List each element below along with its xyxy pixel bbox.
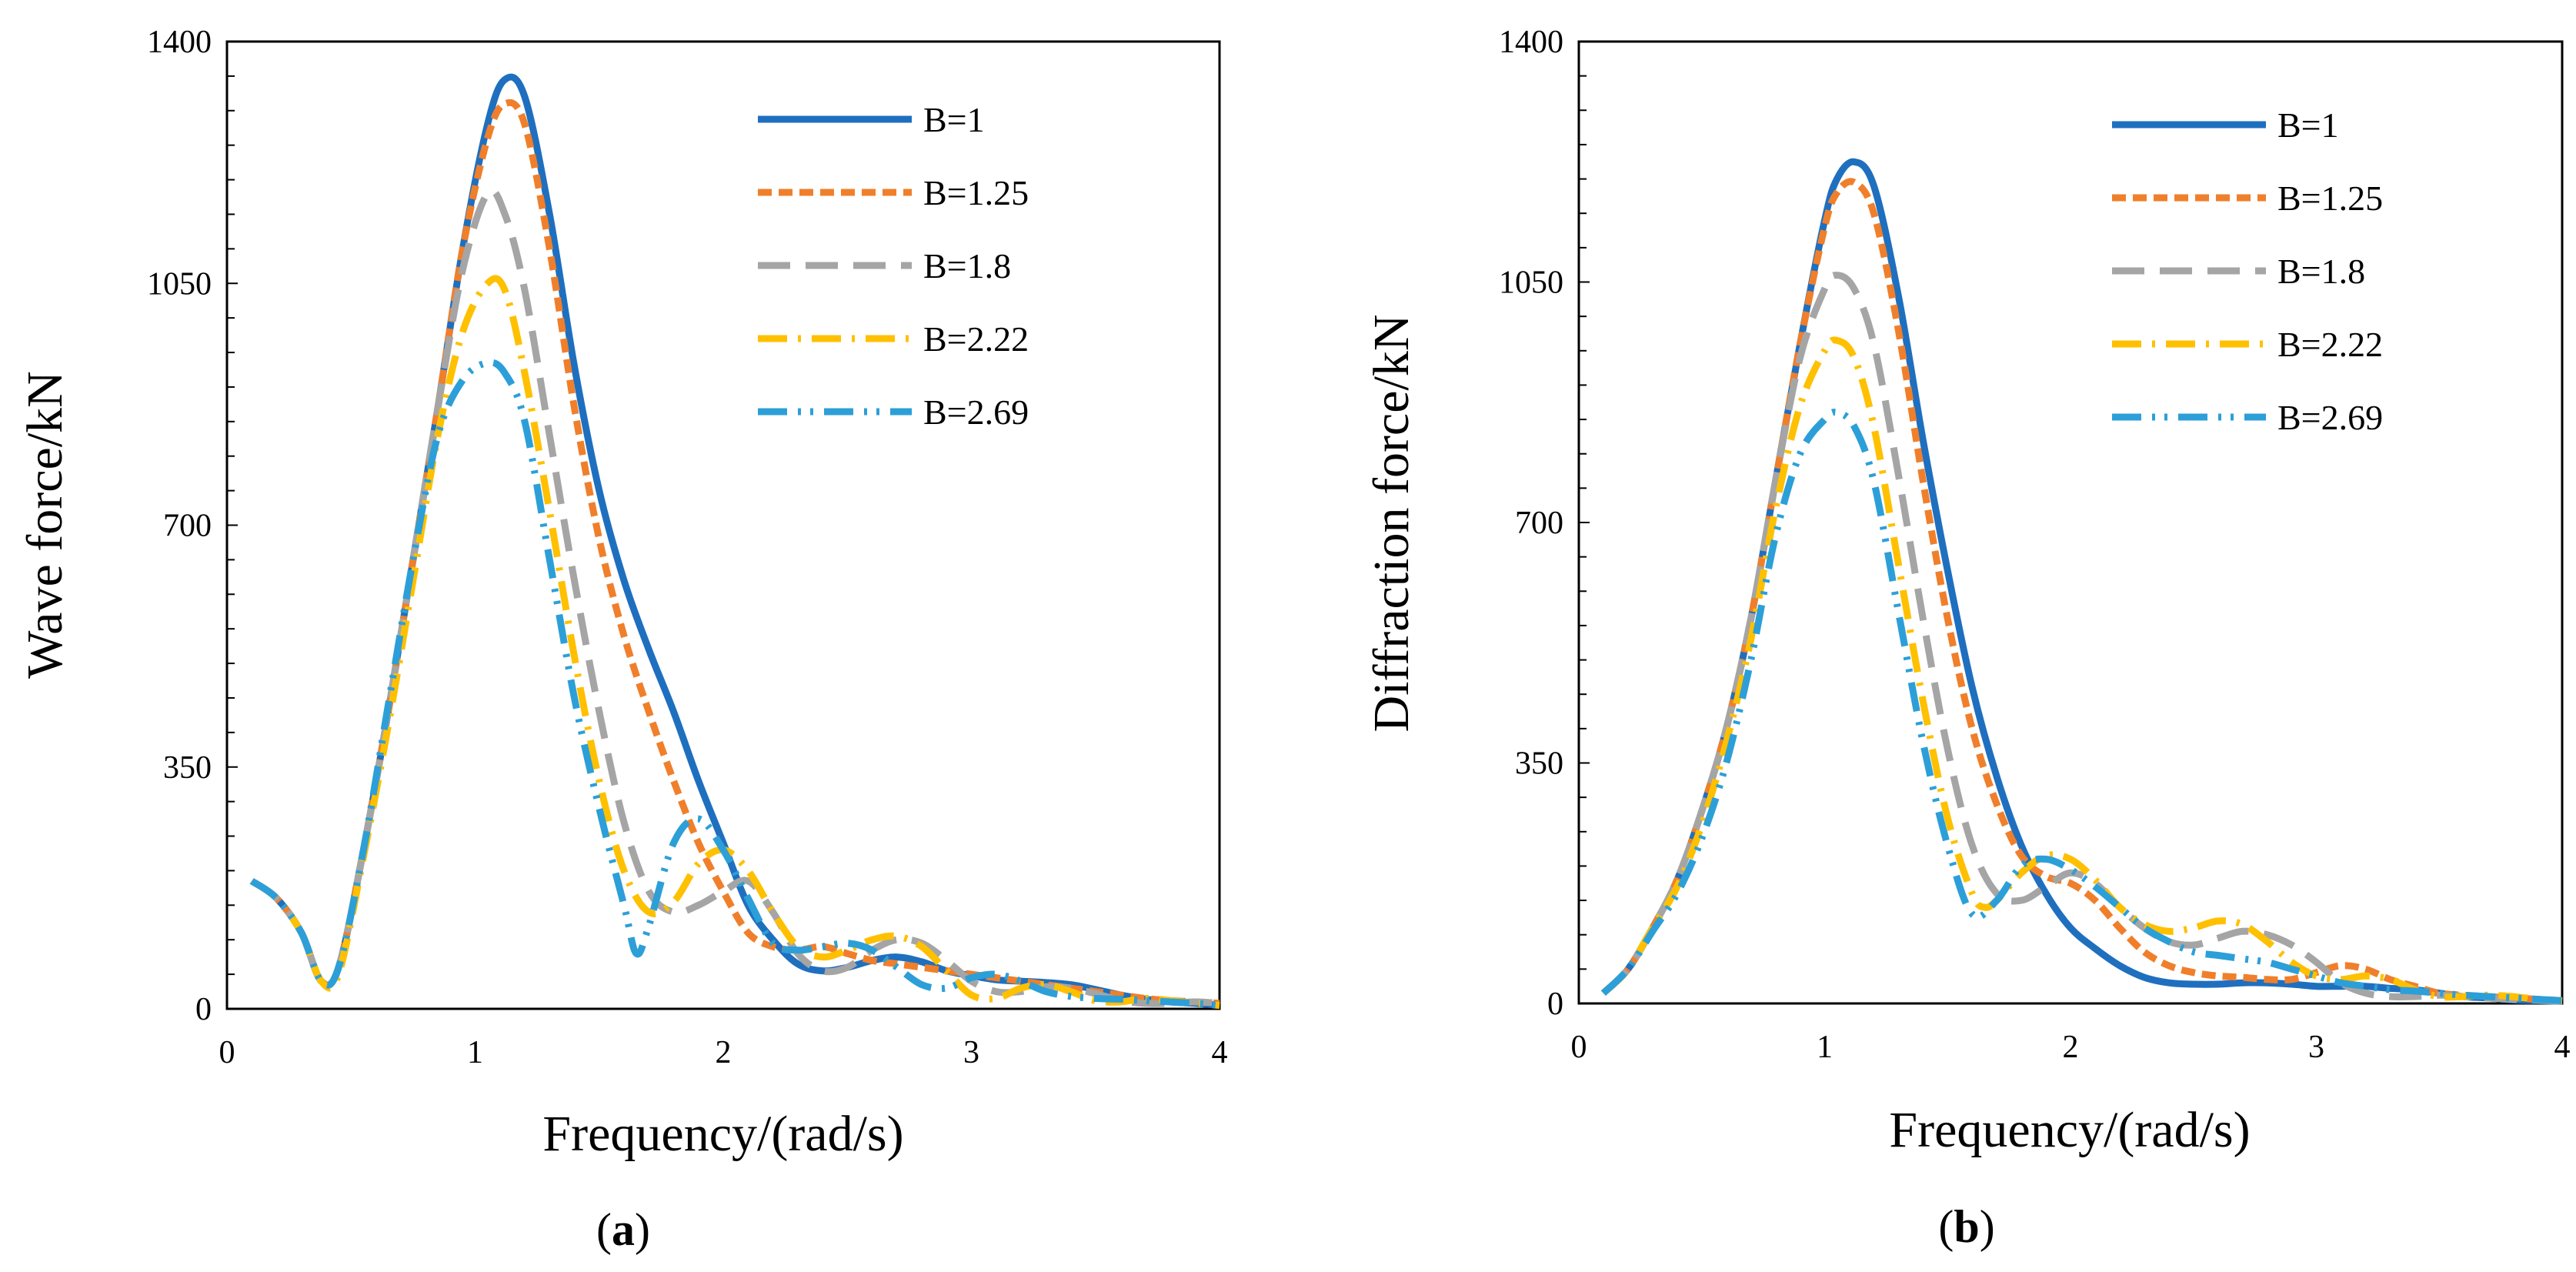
x-tick-label-a: 2 (716, 1035, 732, 1070)
x-tick-label-a: 0 (219, 1035, 235, 1070)
series-line-b-1 (1600, 178, 2563, 1004)
legend-a: B=1 B=1.25 B=1.8 B=2.22 B=2.69 (758, 100, 1029, 432)
y-tick-label-b: 0 (1547, 987, 1563, 1022)
series-line-a-2 (249, 187, 1220, 1007)
y-ticks-b (1579, 41, 1590, 1004)
x-tick-label-b: 1 (1817, 1030, 1833, 1065)
y-tick-label-b: 1400 (1499, 25, 1563, 60)
y-tick-labels-b: 0 350 700 1050 1400 (1499, 25, 1563, 1022)
legend-label-a-2: B=1.8 (923, 246, 1011, 285)
x-axis-title-b: Frequency/(rad/s) (1889, 1102, 2250, 1158)
series-line-b-2 (1600, 272, 2563, 1005)
x-tick-label-b: 3 (2308, 1030, 2324, 1065)
panel-letter-a: a (612, 1204, 635, 1255)
legend-label-a-1: B=1.25 (923, 173, 1029, 212)
x-tick-label-b: 4 (2554, 1030, 2571, 1065)
y-axis-title-b: Diffraction force/kN (1363, 314, 1420, 732)
plot-frame-a (225, 40, 1221, 1010)
panel-b: 0 1 2 3 4 0 350 700 1050 1400 B=1 B=1.25 B=1.8 B=2.… (1363, 25, 2571, 1252)
y-tick-label-b: 700 (1515, 506, 1563, 541)
series-line-a-4 (249, 359, 1220, 1009)
x-tick-labels-b: 0 1 2 3 4 (1571, 1030, 2571, 1065)
x-tick-label-b: 2 (2063, 1030, 2079, 1065)
y-tick-label-a: 1400 (147, 25, 212, 60)
y-tick-label-a: 700 (163, 509, 212, 544)
x-tick-label-b: 0 (1571, 1030, 1587, 1065)
legend-label-b-4: B=2.69 (2277, 398, 2383, 437)
x-tick-label-a: 3 (963, 1035, 979, 1070)
legend-b: B=1 B=1.25 B=1.8 B=2.22 B=2.69 (2112, 105, 2383, 437)
x-tick-label-a: 1 (467, 1035, 483, 1070)
y-ticks-a (227, 41, 238, 1010)
series-line-a-3 (249, 275, 1220, 1009)
panel-caption-b: (b) (1938, 1201, 1994, 1252)
y-tick-label-a: 0 (195, 992, 212, 1027)
panel-letter-b: b (1954, 1201, 1979, 1252)
series-group-a (249, 73, 1220, 1009)
series-line-b-4 (1600, 409, 2563, 1004)
y-tick-label-b: 350 (1515, 746, 1563, 782)
panel-a: 0 1 2 3 4 0 350 700 1050 1400 B=1 B=1.25 B=1.8 B=2.… (17, 25, 1228, 1255)
series-line-b-3 (1600, 336, 2563, 1004)
legend-label-a-0: B=1 (923, 100, 985, 139)
y-tick-label-b: 1050 (1499, 265, 1563, 301)
y-tick-labels-a: 0 350 700 1050 1400 (147, 25, 212, 1027)
x-tick-labels-a: 0 1 2 3 4 (219, 1035, 1228, 1070)
panel-caption-a: (a) (596, 1204, 650, 1255)
legend-label-b-2: B=1.8 (2277, 252, 2365, 291)
y-tick-label-a: 1050 (147, 266, 212, 302)
series-group-b (1600, 158, 2563, 1005)
y-axis-title-a: Wave force/kN (17, 371, 73, 679)
legend-label-b-1: B=1.25 (2277, 179, 2383, 218)
legend-label-b-3: B=2.22 (2277, 325, 2383, 364)
legend-label-a-3: B=2.22 (923, 319, 1029, 359)
x-tick-label-a: 4 (1212, 1035, 1228, 1070)
x-axis-title-a: Frequency/(rad/s) (542, 1106, 903, 1162)
legend-label-b-0: B=1 (2277, 105, 2339, 145)
series-line-a-0 (249, 73, 1220, 1009)
y-tick-label-a: 350 (163, 750, 212, 786)
legend-label-a-4: B=2.69 (923, 392, 1029, 432)
